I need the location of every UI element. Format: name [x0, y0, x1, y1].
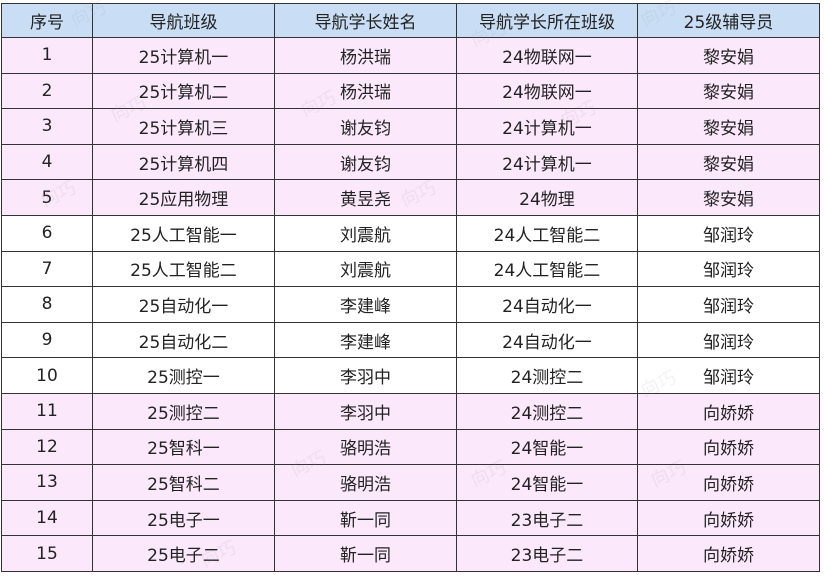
cell-mentor-class: 24人工智能二 [456, 214, 638, 252]
cell-mentor-name: 靳一同 [274, 499, 457, 537]
cell-mentor-name: 骆明浩 [274, 428, 457, 466]
cell-mentor-class: 24物理 [456, 179, 638, 216]
header-mentor-name: 导航学长姓名 [274, 3, 457, 38]
cell-index: 9 [1, 321, 93, 359]
cell-mentor-name: 刘震航 [274, 250, 457, 288]
table-row: 12 25智科一 骆明浩 24智能一 向娇娇 [1, 428, 820, 466]
cell-index: 12 [1, 428, 93, 466]
cell-index: 3 [1, 108, 93, 145]
cell-class: 25应用物理 [92, 179, 275, 216]
table-row: 2 25计算机二 杨洪瑞 24物联网一 黎安娟 [1, 72, 820, 110]
cell-mentor-class: 24自动化一 [456, 321, 638, 359]
table-row: 9 25自动化二 李建峰 24自动化一 邹润玲 [1, 321, 820, 359]
cell-mentor-name: 谢友钧 [274, 143, 457, 181]
cell-class: 25测控一 [92, 357, 275, 394]
cell-counselor: 向娇娇 [637, 535, 820, 572]
header-mentor-class: 导航学长所在班级 [456, 3, 638, 38]
cell-class: 25智科一 [92, 428, 275, 466]
cell-index: 11 [1, 392, 93, 430]
cell-index: 15 [1, 535, 93, 572]
cell-class: 25自动化二 [92, 321, 275, 359]
cell-index: 6 [1, 214, 93, 252]
cell-class: 25人工智能二 [92, 250, 275, 288]
cell-counselor: 邹润玲 [637, 214, 820, 252]
table-row: 5 25应用物理 黄昱尧 24物理 黎安娟 [1, 179, 820, 216]
table-row: 15 25电子二 靳一同 23电子二 向娇娇 [1, 535, 820, 572]
cell-index: 14 [1, 499, 93, 537]
cell-counselor: 邹润玲 [637, 357, 820, 394]
cell-counselor: 黎安娟 [637, 143, 820, 181]
table-row: 10 25测控一 李羽中 24测控二 邹润玲 [1, 357, 820, 394]
cell-mentor-name: 李建峰 [274, 286, 457, 323]
header-index: 序号 [1, 3, 93, 38]
header-counselor: 25级辅导员 [637, 3, 820, 38]
cell-counselor: 向娇娇 [637, 392, 820, 430]
cell-mentor-name: 李建峰 [274, 321, 457, 359]
cell-mentor-name: 骆明浩 [274, 464, 457, 501]
cell-mentor-name: 刘震航 [274, 214, 457, 252]
cell-mentor-class: 23电子二 [456, 535, 638, 572]
counselor-table: 序号 导航班级 导航学长姓名 导航学长所在班级 25级辅导员 1 25计算机一 杨洪… [1, 3, 820, 572]
cell-index: 5 [1, 179, 93, 216]
cell-mentor-class: 24计算机一 [456, 143, 638, 181]
header-class: 导航班级 [92, 3, 275, 38]
cell-mentor-class: 24自动化一 [456, 286, 638, 323]
cell-class: 25智科二 [92, 464, 275, 501]
cell-index: 13 [1, 464, 93, 501]
cell-class: 25计算机二 [92, 72, 275, 110]
cell-counselor: 黎安娟 [637, 179, 820, 216]
cell-index: 4 [1, 143, 93, 181]
cell-counselor: 黎安娟 [637, 37, 820, 74]
cell-class: 25计算机四 [92, 143, 275, 181]
cell-mentor-name: 杨洪瑞 [274, 37, 457, 74]
cell-mentor-class: 24物联网一 [456, 37, 638, 74]
cell-mentor-class: 24智能一 [456, 464, 638, 501]
cell-mentor-class: 23电子二 [456, 499, 638, 537]
cell-mentor-name: 谢友钧 [274, 108, 457, 145]
cell-counselor: 向娇娇 [637, 499, 820, 537]
cell-index: 7 [1, 250, 93, 288]
cell-class: 25电子二 [92, 535, 275, 572]
cell-index: 8 [1, 286, 93, 323]
cell-counselor: 向娇娇 [637, 464, 820, 501]
cell-counselor: 邹润玲 [637, 250, 820, 288]
table-row: 4 25计算机四 谢友钧 24计算机一 黎安娟 [1, 143, 820, 181]
cell-mentor-class: 24物联网一 [456, 72, 638, 110]
table-row: 1 25计算机一 杨洪瑞 24物联网一 黎安娟 [1, 37, 820, 74]
cell-index: 10 [1, 357, 93, 394]
cell-mentor-class: 24智能一 [456, 428, 638, 466]
cell-class: 25测控二 [92, 392, 275, 430]
cell-index: 2 [1, 72, 93, 110]
cell-class: 25计算机一 [92, 37, 275, 74]
cell-counselor: 向娇娇 [637, 428, 820, 466]
cell-class: 25计算机三 [92, 108, 275, 145]
cell-mentor-name: 杨洪瑞 [274, 72, 457, 110]
cell-counselor: 邹润玲 [637, 286, 820, 323]
table-row: 13 25智科二 骆明浩 24智能一 向娇娇 [1, 464, 820, 501]
table-row: 3 25计算机三 谢友钧 24计算机一 黎安娟 [1, 108, 820, 145]
cell-mentor-class: 24测控二 [456, 357, 638, 394]
table-row: 14 25电子一 靳一同 23电子二 向娇娇 [1, 499, 820, 537]
cell-mentor-class: 24计算机一 [456, 108, 638, 145]
cell-mentor-name: 李羽中 [274, 357, 457, 394]
cell-mentor-class: 24测控二 [456, 392, 638, 430]
cell-class: 25电子一 [92, 499, 275, 537]
cell-index: 1 [1, 37, 93, 74]
table-row: 11 25测控二 李羽中 24测控二 向娇娇 [1, 392, 820, 430]
cell-counselor: 黎安娟 [637, 108, 820, 145]
cell-mentor-class: 24人工智能二 [456, 250, 638, 288]
table-row: 6 25人工智能一 刘震航 24人工智能二 邹润玲 [1, 214, 820, 252]
header-row: 序号 导航班级 导航学长姓名 导航学长所在班级 25级辅导员 [1, 3, 820, 38]
cell-class: 25自动化一 [92, 286, 275, 323]
cell-mentor-name: 靳一同 [274, 535, 457, 572]
cell-mentor-name: 李羽中 [274, 392, 457, 430]
cell-class: 25人工智能一 [92, 214, 275, 252]
table-row: 7 25人工智能二 刘震航 24人工智能二 邹润玲 [1, 250, 820, 288]
cell-mentor-name: 黄昱尧 [274, 179, 457, 216]
cell-counselor: 邹润玲 [637, 321, 820, 359]
cell-counselor: 黎安娟 [637, 72, 820, 110]
table-row: 8 25自动化一 李建峰 24自动化一 邹润玲 [1, 286, 820, 323]
